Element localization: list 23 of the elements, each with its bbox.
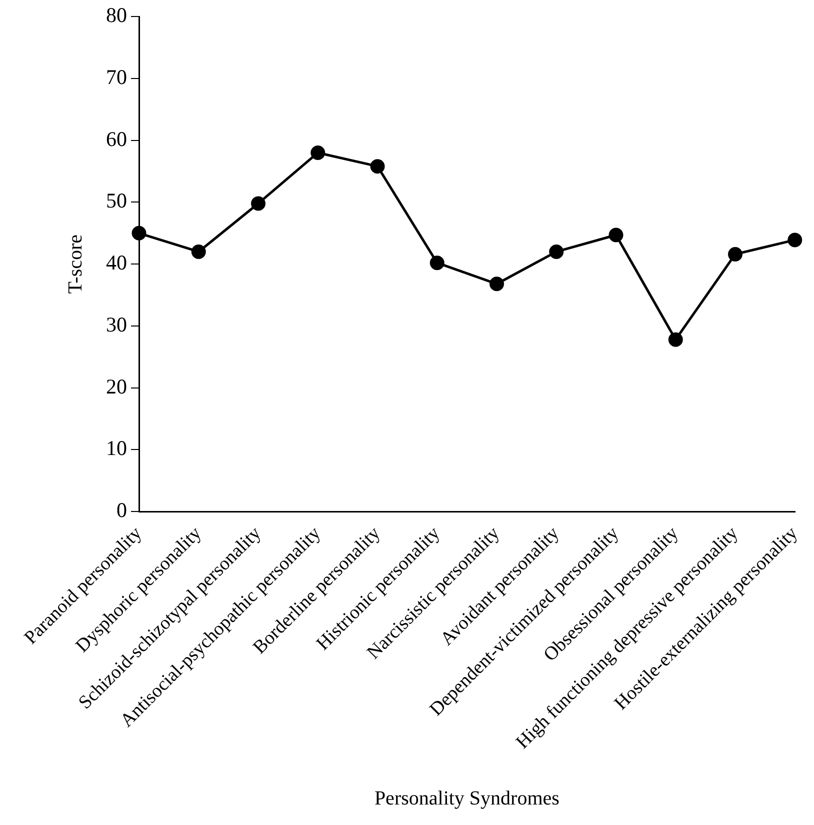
point (608, 228, 624, 242)
point (310, 145, 326, 160)
y-tick-label: 40 (106, 250, 127, 275)
point (668, 332, 683, 347)
point (728, 246, 743, 262)
point (549, 244, 564, 259)
y-tick-label: 0 (116, 498, 127, 522)
y-axis-title: T-score (64, 234, 86, 294)
point (251, 196, 266, 211)
point (191, 244, 206, 259)
point (132, 226, 146, 240)
x-axis-title: Personality Syndromes (374, 787, 560, 810)
y-tick-label: 80 (106, 3, 127, 28)
y-tick-label: 50 (106, 188, 127, 213)
y-tick-label: 10 (106, 436, 127, 460)
point (788, 232, 802, 248)
y-tick-label: 70 (106, 64, 127, 89)
y-tick-label: 60 (106, 126, 127, 151)
point (490, 276, 504, 292)
point (370, 159, 385, 174)
y-tick-label: 30 (106, 312, 127, 336)
point (430, 256, 444, 270)
y-tick-label: 20 (106, 374, 127, 398)
